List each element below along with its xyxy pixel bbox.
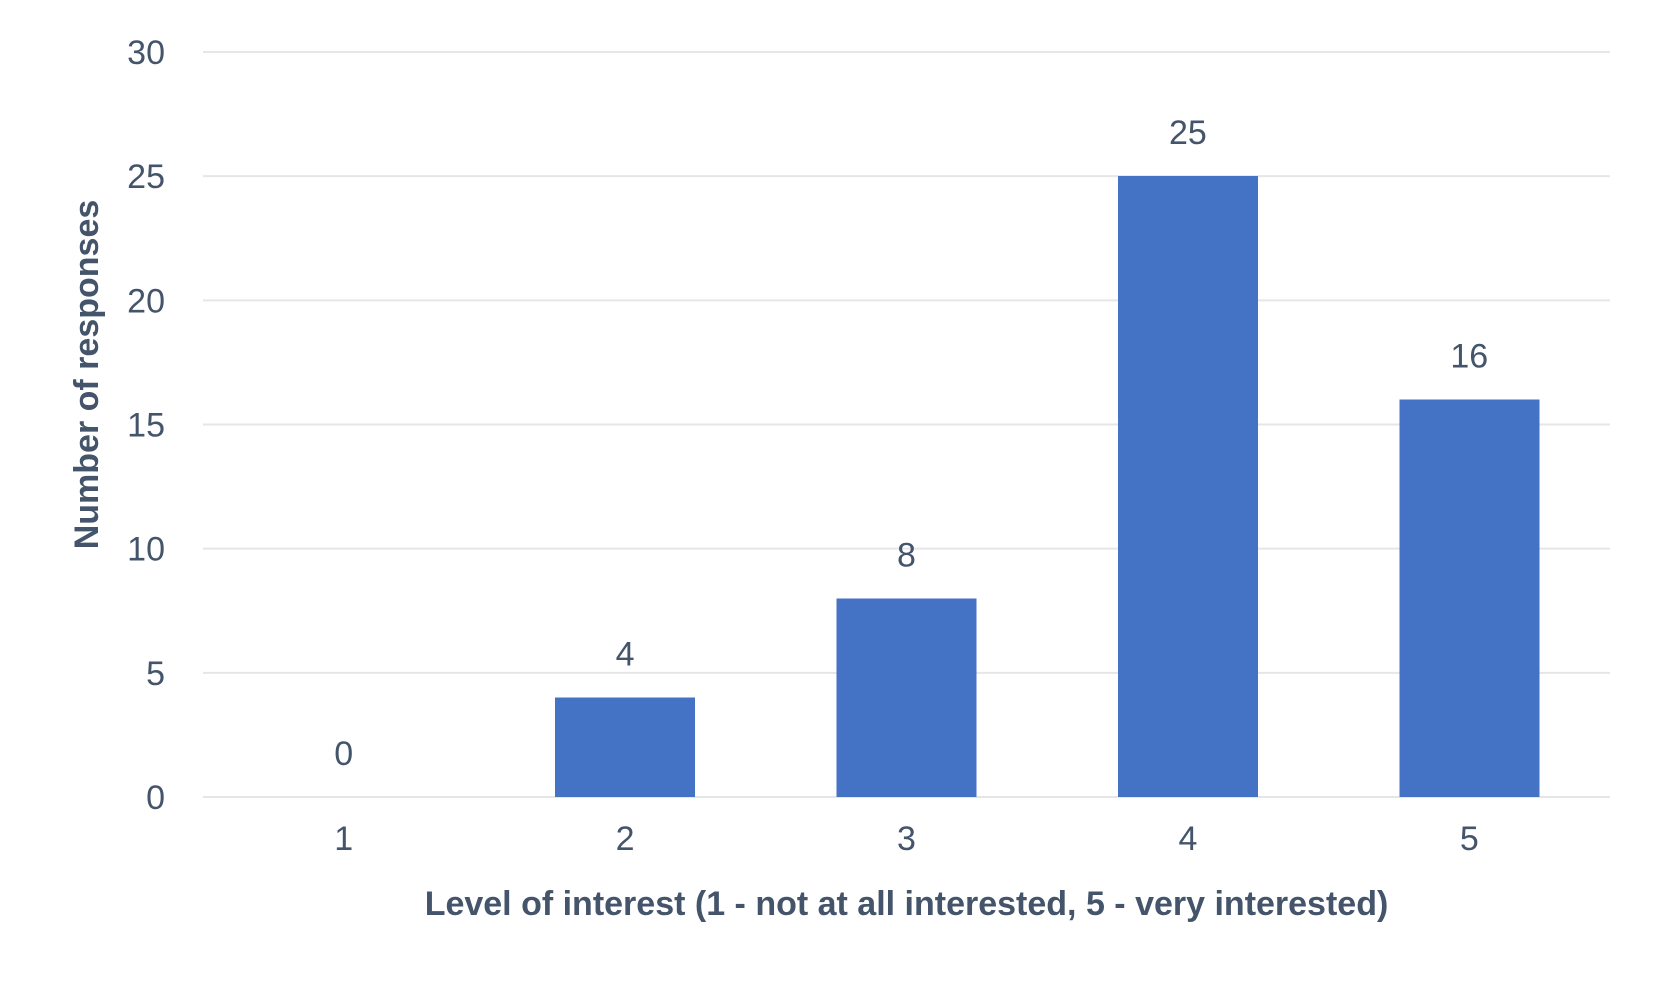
y-tick-label: 30 <box>127 34 165 72</box>
y-tick-label: 0 <box>146 779 165 817</box>
y-tick-label: 20 <box>127 282 165 320</box>
x-tick-label: 2 <box>616 820 635 858</box>
bar-4 <box>1117 176 1258 797</box>
gridlines <box>203 51 1610 798</box>
x-tick-label: 5 <box>1460 820 1479 858</box>
data-label-3: 8 <box>897 536 916 574</box>
x-tick-label: 1 <box>334 820 353 858</box>
y-tick-label: 25 <box>127 158 165 196</box>
x-axis-title: Level of interest (1 - not at all intere… <box>425 885 1389 923</box>
bars <box>555 176 1540 797</box>
y-tick-label: 5 <box>146 655 165 693</box>
data-label-4: 25 <box>1169 114 1207 152</box>
y-tick-label: 15 <box>127 407 165 445</box>
bar-2 <box>555 697 696 797</box>
data-label-5: 16 <box>1450 338 1488 376</box>
y-axis-ticks: 0 5 10 15 20 25 30 <box>127 34 165 817</box>
x-tick-label: 3 <box>897 820 916 858</box>
data-label-2: 4 <box>616 636 635 674</box>
x-axis-ticks: 1 2 3 4 5 <box>334 820 1479 858</box>
bar-3 <box>836 598 977 797</box>
data-labels: 0 4 8 25 16 <box>334 114 1488 773</box>
x-tick-label: 4 <box>1178 820 1197 858</box>
y-tick-label: 10 <box>127 531 165 569</box>
bar-5 <box>1399 399 1540 797</box>
y-axis-title: Number of responses <box>68 200 106 550</box>
data-label-1: 0 <box>334 735 353 773</box>
